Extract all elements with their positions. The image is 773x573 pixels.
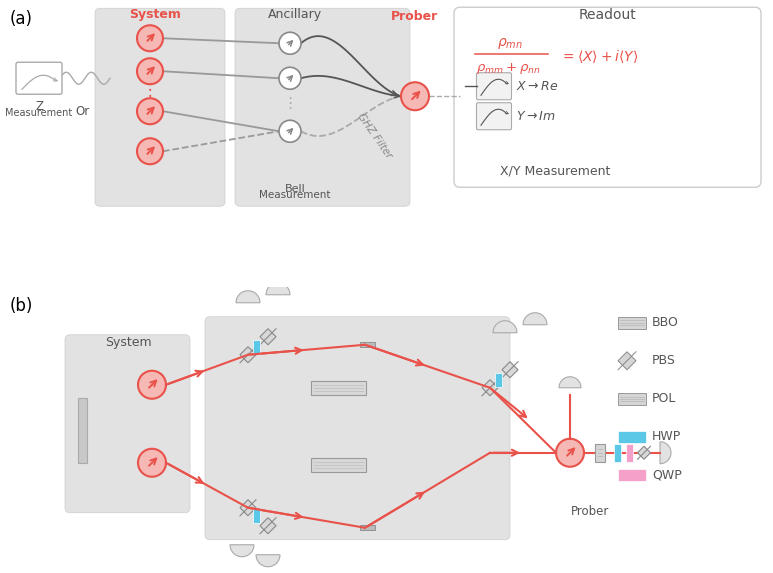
Text: X/Y Measurement: X/Y Measurement (500, 165, 610, 178)
Text: $X \rightarrow Re$: $X \rightarrow Re$ (516, 80, 558, 93)
FancyBboxPatch shape (205, 317, 510, 540)
Circle shape (401, 83, 429, 110)
Bar (618, 431, 646, 443)
Circle shape (279, 120, 301, 142)
Text: Z: Z (35, 100, 43, 113)
Text: $\rho_{mn}$: $\rho_{mn}$ (497, 36, 523, 51)
Text: System: System (104, 336, 152, 349)
Text: ⋮: ⋮ (141, 81, 158, 99)
Bar (311, 380, 366, 395)
Text: $Y \rightarrow Im$: $Y \rightarrow Im$ (516, 110, 556, 123)
Bar (495, 373, 502, 387)
Polygon shape (482, 380, 498, 396)
Circle shape (138, 449, 166, 477)
Polygon shape (230, 545, 254, 557)
Circle shape (137, 25, 163, 51)
Text: QWP: QWP (652, 468, 682, 481)
FancyBboxPatch shape (95, 8, 225, 206)
Text: HWP: HWP (652, 430, 681, 444)
Text: GHZ Filter: GHZ Filter (356, 112, 394, 160)
Polygon shape (638, 446, 651, 459)
Polygon shape (256, 555, 280, 567)
Circle shape (137, 138, 163, 164)
Text: Or: Or (75, 105, 89, 118)
Text: Prober: Prober (391, 10, 438, 23)
Bar (626, 444, 633, 462)
Polygon shape (559, 377, 581, 388)
Text: $\rho_{mm}+\rho_{nn}$: $\rho_{mm}+\rho_{nn}$ (475, 61, 540, 76)
Text: Bell: Bell (284, 185, 305, 194)
Polygon shape (240, 347, 256, 363)
Bar (359, 525, 374, 530)
Text: $=\langle X\rangle+i\langle Y\rangle$: $=\langle X\rangle+i\langle Y\rangle$ (560, 48, 638, 65)
FancyBboxPatch shape (454, 7, 761, 187)
Circle shape (137, 98, 163, 124)
Polygon shape (266, 282, 290, 295)
Text: (a): (a) (10, 10, 33, 28)
Text: Readout: Readout (579, 8, 637, 22)
Polygon shape (523, 313, 547, 325)
FancyBboxPatch shape (65, 335, 190, 513)
Polygon shape (660, 442, 671, 464)
Text: (b): (b) (10, 297, 33, 315)
Polygon shape (240, 500, 256, 516)
Bar (614, 444, 621, 462)
FancyBboxPatch shape (16, 62, 62, 94)
Text: POL: POL (652, 393, 676, 405)
Bar (595, 444, 605, 462)
Circle shape (138, 371, 166, 399)
Text: PBS: PBS (652, 354, 676, 367)
Text: Ancillary: Ancillary (268, 8, 322, 21)
Text: Prober: Prober (570, 505, 609, 518)
Polygon shape (260, 329, 276, 345)
Bar (311, 458, 366, 472)
Bar (78, 398, 87, 463)
Polygon shape (502, 362, 518, 378)
Bar (618, 469, 646, 481)
Bar (253, 340, 260, 354)
Text: Measurement: Measurement (5, 108, 73, 118)
Polygon shape (618, 352, 636, 370)
Text: System: System (129, 8, 181, 21)
Text: BBO: BBO (652, 316, 679, 329)
Bar (359, 342, 374, 347)
Bar (618, 317, 646, 329)
Polygon shape (493, 321, 517, 333)
Circle shape (279, 32, 301, 54)
Polygon shape (260, 518, 276, 534)
Polygon shape (236, 291, 260, 303)
Circle shape (556, 439, 584, 467)
Circle shape (279, 67, 301, 89)
Circle shape (137, 58, 163, 84)
Text: ⋮: ⋮ (282, 96, 298, 111)
Text: Measurement: Measurement (259, 190, 331, 200)
FancyBboxPatch shape (476, 73, 512, 100)
Bar (253, 509, 260, 523)
Bar (618, 393, 646, 405)
FancyBboxPatch shape (235, 8, 410, 206)
FancyBboxPatch shape (476, 103, 512, 129)
